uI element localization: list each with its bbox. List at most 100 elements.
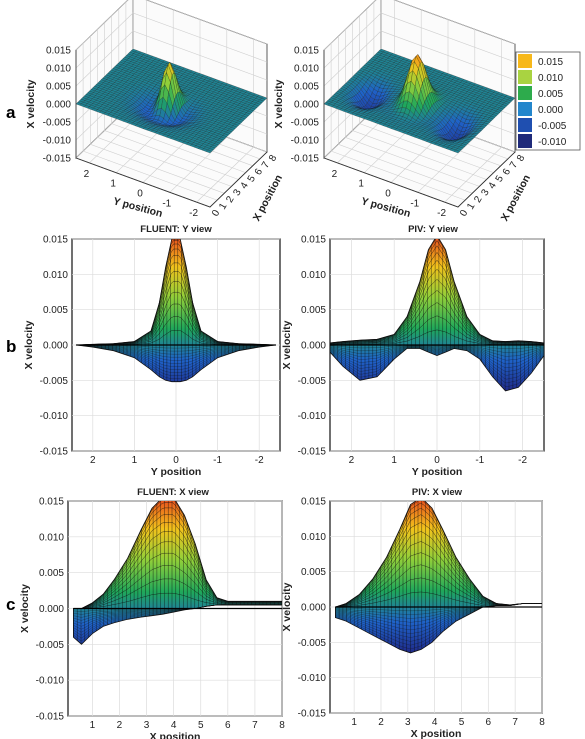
x-tick-label: 2 [90,455,96,466]
mesh-line-lower [73,604,282,642]
y-tick-label: -0.010 [298,673,327,684]
mesh-line-lower [76,344,276,367]
z-tick-label: 0.015 [46,46,71,57]
mesh-line-lower [76,344,276,379]
mesh-line-contour [330,315,544,345]
z-tick-label: -0.005 [43,118,72,129]
x-axis-label: X position [411,728,462,739]
y-tick-label: 0.005 [301,567,326,578]
surface-face [453,149,460,154]
mesh-line-contour [73,552,282,609]
y-tick-label: 0.015 [39,497,64,508]
panel-letter-b: b [6,337,16,356]
z-tick-label: 0.015 [294,46,319,57]
side-view-piv-x: PIV: X view 0.015 0.010 0.005 0.000 -0.005 -0.… [281,487,545,739]
mesh-line-lower [76,344,276,352]
x-tick-label: 5 [198,720,204,731]
x-tick-label: 6 [501,167,514,178]
surface-face [205,149,212,154]
y-axis-label: X velocity [19,584,31,633]
z-tick-label: -0.005 [291,118,320,129]
legend-label: 0.000 [538,105,563,116]
axis-box-edges [75,50,268,208]
axis-box-edges [323,50,516,208]
y-tick-label: 2 [332,169,338,180]
y-tick-label: -0.005 [298,376,327,387]
x-tick-label: 6 [225,720,231,731]
x-axis-label: Y position [151,466,202,478]
surface-mesh [76,239,276,382]
legend-swatch [518,54,532,68]
y-tick-label: 0.010 [39,532,64,543]
legend-label: 0.015 [538,57,563,68]
x-tick-label: 6 [253,167,266,178]
z-tick-label: 0.000 [294,100,319,111]
legend-label: -0.010 [538,137,567,148]
y-tick-label: 1 [110,179,116,190]
x-tick-label: 1 [351,717,357,728]
z-tick-label: 0.000 [46,100,71,111]
mesh-line-contour [73,592,282,609]
x-tick-label: 8 [539,717,545,728]
legend-swatch [518,86,532,100]
x-tick-label: 4 [239,180,252,191]
x-tick-label: 0 [173,455,179,466]
x-tick-label: 0 [458,208,471,219]
mesh-line-lower [330,346,544,365]
y-tick-label: -0.015 [40,447,69,458]
mesh-line-lower [330,345,544,350]
y-tick-label: -0.005 [298,638,327,649]
x-tick-label: -2 [518,455,527,466]
y-tick-label: -0.010 [36,676,65,687]
legend-swatch [518,118,532,132]
mesh-line-lower [330,345,544,353]
x-tick-label: 3 [231,187,244,198]
x-tick-label: -1 [475,455,484,466]
x-tick-label: 2 [117,720,123,731]
y-tick-label: 0.000 [301,603,326,614]
surface-mesh [335,501,542,653]
x-tick-label: 8 [279,720,285,731]
x-tick-label: 3 [479,187,492,198]
mesh-line-lower [330,345,544,357]
z-tick-label: -0.015 [43,154,72,165]
mesh-line-contour [330,278,544,344]
color-legend: 0.015 0.010 0.005 0.000 -0.005 -0.010 [515,51,581,151]
x-tick-label: 4 [171,720,177,731]
mesh-line-lower [330,346,544,372]
box-edge [323,50,516,208]
y-tick-label: 0.000 [39,604,64,615]
legend-swatch [518,134,532,148]
gridline-x [330,43,466,201]
x-tick-label: 3 [405,717,411,728]
mesh-line-lower [330,345,544,361]
mesh-line-lower [330,347,544,388]
gridline-z [75,0,268,51]
mesh-line-contour [330,259,544,344]
mesh-line-lower [330,347,544,380]
y-tick-label: -2 [189,208,198,219]
y-tick-label: 0.015 [301,235,326,246]
y-tick-label: -0.015 [298,709,327,720]
gridline-x [82,43,218,201]
mesh-line-lower [335,603,542,650]
gridline-x [337,36,473,194]
y-tick-label: 0.010 [43,270,68,281]
side-view-fluent-x: FLUENT: X view 0.015 0.010 0.005 0.000 -0.005… [19,487,285,739]
mesh-line-lower [76,344,276,376]
y-tick-label: 0.015 [43,235,68,246]
x-tick-label: -1 [213,455,222,466]
mesh-line-lower [76,344,276,373]
legend-swatch [518,70,532,84]
z-axis-label: X velocity [273,79,285,128]
x-tick-label: 1 [90,720,96,731]
y-tick-label: 0 [385,189,391,200]
z-axis-label: X velocity [25,79,37,128]
gridline-z [323,0,516,51]
mesh-line-lower [76,344,276,370]
surface-plot-fluent-3d: 0.0150.0100.0050.000-0.005-0.010-0.01521… [25,0,285,223]
y-tick-label: -0.015 [36,712,65,723]
x-tick-label: 4 [432,717,438,728]
mesh-line-contour [73,578,282,609]
y-tick-label: -0.010 [298,411,327,422]
